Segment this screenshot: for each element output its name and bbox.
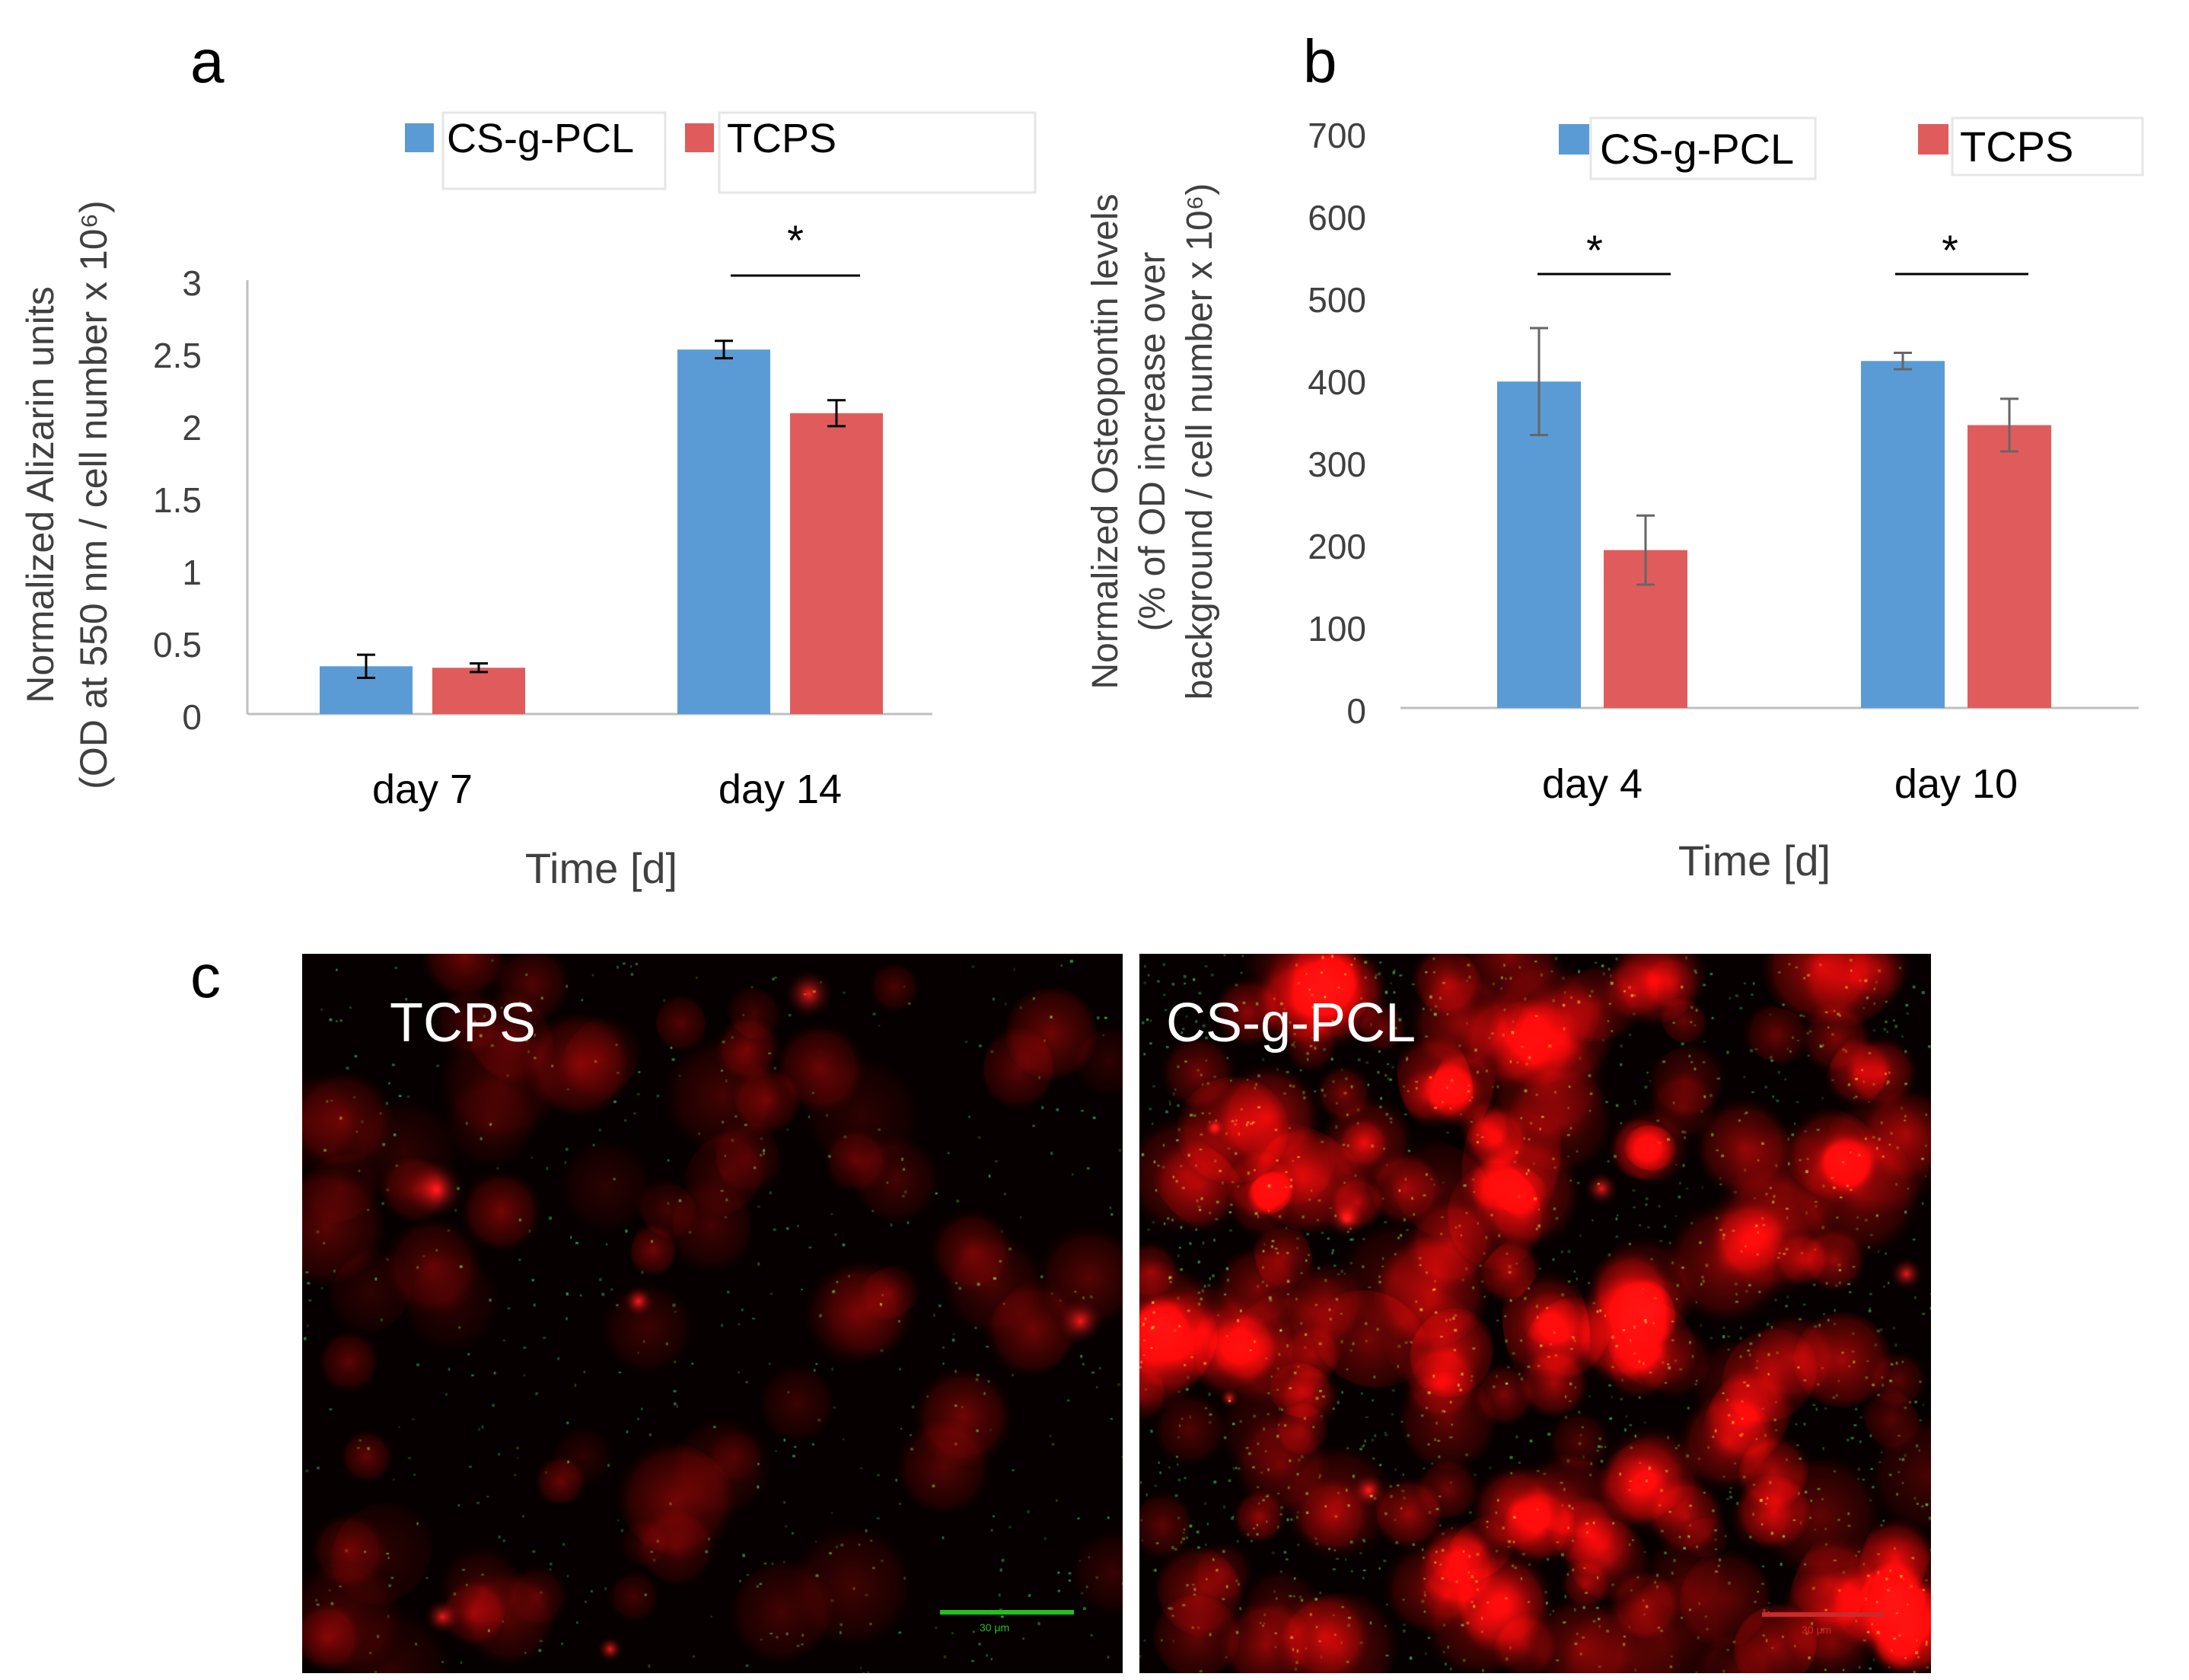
y-tick-b-3: 300 — [1308, 445, 1366, 484]
y-axis-title-a-line1: Normalized Alizarin units — [19, 286, 62, 703]
micrograph-tcps-label: TCPS — [390, 993, 537, 1054]
legend-b-label-tcps: TCPS — [1960, 123, 2073, 171]
x-tick-a-day14: day 14 — [719, 767, 842, 812]
x-tick-b-day4: day 4 — [1542, 761, 1643, 807]
scale-bar-tcps-text: 30 μm — [980, 1621, 1010, 1634]
errorbar-b-day4-tcps — [1636, 514, 1655, 586]
y-tick-b-6: 600 — [1308, 198, 1366, 237]
y-axis-title-b-line3: background / cell number x 10⁶) — [1180, 183, 1220, 700]
y-tick-a-2: 1 — [182, 553, 202, 592]
y-tick-b-0: 0 — [1346, 691, 1366, 731]
panel-label-a: a — [190, 27, 225, 95]
x-tick-a-day7: day 7 — [372, 767, 473, 812]
legend-a-label-cs-g-pcl: CS-g-PCL — [447, 116, 634, 161]
significance-star-b-day10: * — [1942, 226, 1958, 274]
y-tick-a-1: 0.5 — [153, 625, 202, 665]
y-tick-a-0: 0 — [182, 697, 202, 737]
y-tick-b-5: 500 — [1308, 280, 1366, 320]
y-axis-title-b-line1: Normalized Osteopontin levels — [1085, 194, 1126, 690]
legend-b-box-tcps — [1951, 116, 2144, 177]
errorbar-a-day7-cs-g-pcl — [357, 653, 375, 679]
errorbar-a-day14-cs-g-pcl — [715, 340, 733, 360]
y-tick-a-5: 2.5 — [153, 336, 202, 375]
legend-b-swatch-tcps — [1918, 124, 1948, 155]
bar-a-day14-tcps — [790, 413, 883, 714]
legend-b-box-cs-g-pcl — [1589, 116, 1817, 180]
y-tick-a-4: 2 — [182, 408, 202, 448]
x-axis-title-b: Time [d] — [1678, 837, 1831, 885]
errorbar-b-day10-tcps — [2000, 397, 2019, 453]
y-tick-b-4: 400 — [1308, 362, 1366, 402]
errorbar-a-day7-tcps — [470, 662, 488, 674]
legend-a-label-tcps: TCPS — [727, 116, 836, 161]
y-tick-b-1: 100 — [1308, 609, 1366, 649]
micrograph-cs-g-pcl-image — [1139, 954, 1931, 1673]
micrograph-tcps: TCPS 30 μm — [302, 954, 1123, 1673]
micrograph-cs-g-pcl-label: CS-g-PCL — [1166, 993, 1416, 1054]
errorbar-b-day10-cs-g-pcl — [1894, 351, 1912, 371]
legend-b-swatch-cs-g-pcl — [1559, 124, 1589, 155]
errorbar-a-day14-tcps — [827, 399, 846, 428]
bar-b-day10-tcps — [1968, 425, 2051, 708]
bar-a-day7-tcps — [432, 668, 525, 714]
panel-label-c: c — [190, 942, 221, 1010]
y-tick-a-3: 1.5 — [153, 480, 202, 520]
x-axis-title-a: Time [d] — [525, 844, 677, 892]
legend-a-box-cs-g-pcl — [441, 111, 667, 190]
y-axis-title-a-line2: (OD at 550 nm / cell number x 10⁶) — [72, 200, 115, 789]
y-tick-b-2: 200 — [1308, 527, 1366, 566]
scale-bar-cs-g-pcl — [1762, 1612, 1884, 1617]
chart-b: CS-g-PCL TCPS 0 100 200 300 400 500 600 … — [1085, 116, 2144, 885]
errorbar-b-day4-cs-g-pcl — [1530, 327, 1548, 436]
legend-a-box-tcps — [718, 111, 1037, 194]
micrograph-cs-g-pcl: CS-g-PCL 30 μm — [1139, 954, 1931, 1673]
significance-star-a-day14: * — [787, 216, 804, 264]
scale-bar-tcps — [940, 1610, 1074, 1615]
panel-label-b: b — [1303, 27, 1337, 95]
scale-bar-cs-g-pcl-text: 30 μm — [1802, 1624, 1832, 1636]
micrograph-tcps-image — [302, 954, 1123, 1673]
bar-a-day14-cs-g-pcl — [677, 349, 770, 714]
legend-b-label-cs-g-pcl: CS-g-PCL — [1600, 125, 1794, 173]
legend-a-swatch-cs-g-pcl — [405, 123, 434, 152]
legend-a-swatch-tcps — [685, 123, 714, 152]
chart-a: CS-g-PCL TCPS 0 0.5 1 1.5 2 2.5 3 * day … — [19, 111, 1037, 892]
bar-b-day10-cs-g-pcl — [1861, 361, 1945, 708]
significance-star-b-day4: * — [1586, 226, 1603, 274]
x-tick-b-day10: day 10 — [1894, 761, 2018, 807]
y-tick-b-7: 700 — [1308, 116, 1366, 155]
y-axis-title-b-line2: (% of OD increase over — [1133, 252, 1173, 632]
y-tick-a-6: 3 — [182, 263, 202, 303]
